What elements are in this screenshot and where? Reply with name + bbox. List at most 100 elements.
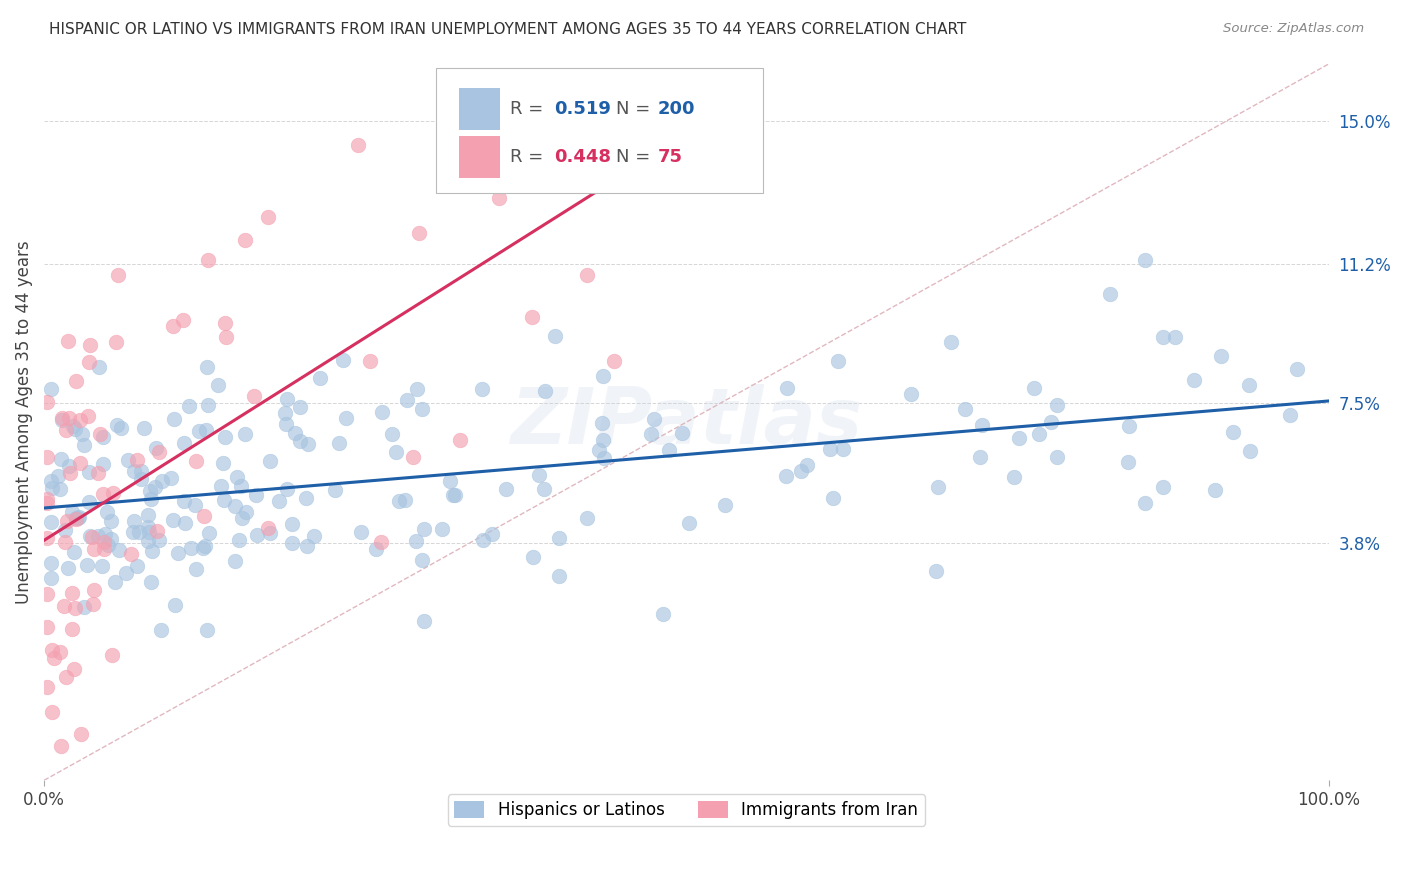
Point: [136, 508, 159, 522]
Point: [1046, 398, 1069, 412]
Point: [139, 574, 162, 589]
Point: [35, 492, 58, 507]
Point: [104, 335, 127, 350]
Point: [58, 459, 80, 474]
Point: [56, 561, 79, 575]
Point: [775, 469, 797, 483]
Point: [1004, 470, 1026, 484]
Point: [1040, 415, 1063, 429]
Point: [83, 582, 105, 597]
Point: [405, 533, 427, 548]
Point: [226, 469, 249, 483]
Point: [59, 466, 82, 480]
Point: [207, 378, 229, 392]
Point: [115, 566, 138, 580]
Point: [1211, 349, 1233, 363]
Point: [49, 645, 72, 659]
FancyBboxPatch shape: [436, 68, 763, 193]
Point: [132, 421, 155, 435]
Point: [93, 542, 115, 557]
Point: [195, 623, 218, 637]
Point: [35, 395, 58, 409]
Point: [65, 374, 87, 388]
Point: [284, 425, 307, 440]
Point: [350, 525, 373, 540]
Point: [1164, 330, 1187, 344]
Point: [48, 482, 70, 496]
Point: [969, 450, 991, 465]
Point: [39, 571, 62, 585]
Point: [224, 553, 246, 567]
Point: [394, 493, 416, 508]
Point: [184, 454, 207, 468]
Point: [51, 412, 73, 426]
Point: [789, 464, 811, 478]
Point: [259, 525, 281, 540]
Legend: Hispanics or Latinos, Immigrants from Iran: Hispanics or Latinos, Immigrants from Ir…: [447, 794, 925, 826]
Point: [534, 384, 557, 399]
Point: [191, 541, 214, 555]
Point: [46, 469, 69, 483]
Point: [184, 562, 207, 576]
Point: [197, 526, 219, 541]
Point: [297, 437, 319, 451]
Point: [172, 313, 194, 327]
Point: [827, 353, 849, 368]
Point: [35, 619, 58, 633]
Point: [73, 438, 96, 452]
Point: [1278, 408, 1301, 422]
Point: [439, 474, 461, 488]
Point: [53, 524, 76, 538]
Point: [411, 553, 433, 567]
Point: [120, 547, 142, 561]
Point: [364, 541, 387, 556]
Point: [1046, 450, 1069, 465]
Point: [66, 511, 89, 525]
Point: [195, 360, 218, 375]
Point: [100, 514, 122, 528]
Point: [91, 558, 114, 573]
Point: [53, 535, 76, 549]
Point: [129, 464, 152, 478]
Point: [62, 505, 84, 519]
Point: [209, 479, 232, 493]
Point: [471, 382, 494, 396]
Point: [593, 450, 616, 465]
Point: [522, 549, 544, 564]
Point: [101, 485, 124, 500]
Point: [149, 623, 172, 637]
Point: [472, 533, 495, 548]
Point: [79, 355, 101, 369]
Point: [56, 334, 79, 348]
Text: N =: N =: [616, 100, 655, 118]
Point: [1152, 329, 1174, 343]
Point: [276, 417, 298, 432]
Point: [79, 529, 101, 543]
Point: [42, 651, 65, 665]
Point: [1133, 496, 1156, 510]
Point: [41, 643, 63, 657]
Point: [215, 330, 238, 344]
Point: [62, 662, 84, 676]
Point: [87, 359, 110, 374]
Point: [441, 488, 464, 502]
Text: 200: 200: [658, 100, 696, 118]
Point: [76, 558, 98, 573]
Point: [413, 522, 436, 536]
Point: [370, 535, 392, 549]
Point: [104, 574, 127, 589]
Point: [599, 96, 621, 111]
Point: [713, 498, 735, 512]
Point: [281, 516, 304, 531]
Point: [332, 353, 354, 368]
Point: [520, 310, 543, 324]
Point: [235, 505, 257, 519]
Point: [900, 387, 922, 401]
Point: [309, 371, 332, 385]
Point: [585, 95, 607, 109]
Text: HISPANIC OR LATINO VS IMMIGRANTS FROM IRAN UNEMPLOYMENT AMONG AGES 35 TO 44 YEAR: HISPANIC OR LATINO VS IMMIGRANTS FROM IR…: [49, 22, 966, 37]
Point: [91, 457, 114, 471]
Text: N =: N =: [616, 148, 655, 166]
Point: [652, 607, 675, 621]
Point: [70, 427, 93, 442]
